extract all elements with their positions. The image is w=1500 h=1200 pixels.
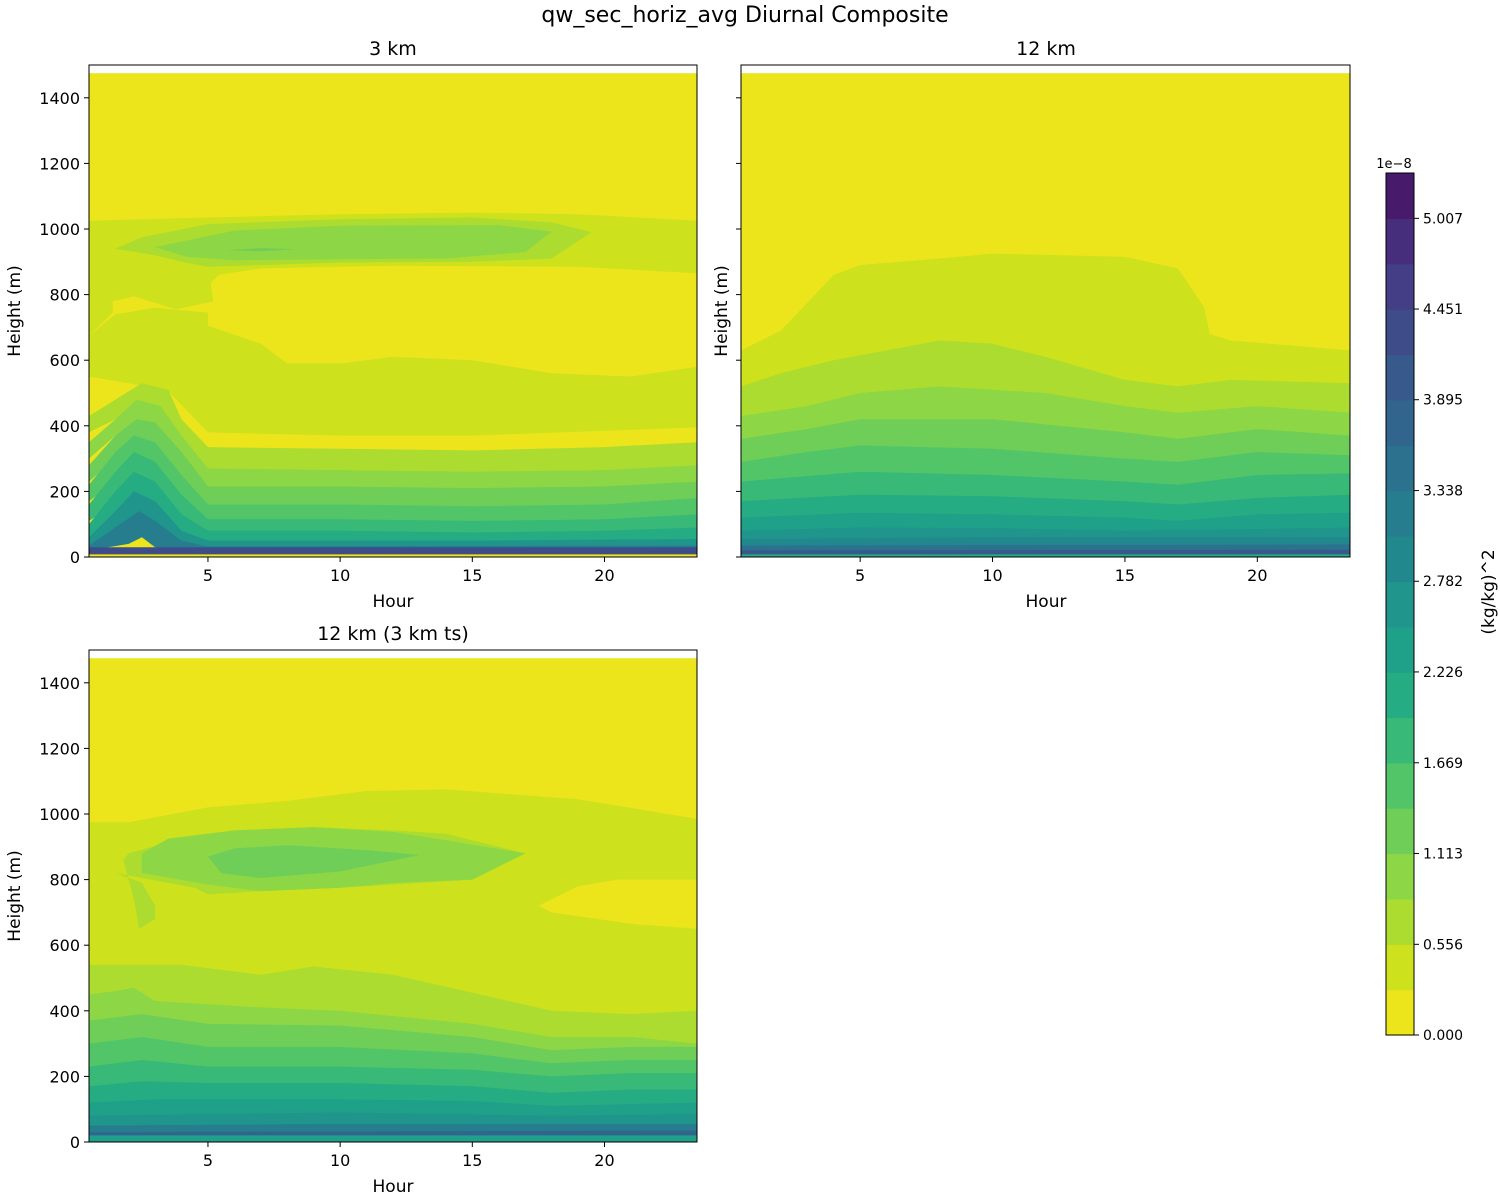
colorbar-segment	[1386, 672, 1414, 719]
contour-band-level-3	[155, 225, 552, 261]
y-tick-label: 800	[49, 871, 80, 890]
y-tick-label: 1200	[39, 154, 80, 173]
colorbar-segment	[1386, 535, 1414, 582]
y-tick-label: 400	[49, 1002, 80, 1021]
x-tick-label: 10	[330, 566, 350, 585]
y-axis-label: Height (m)	[712, 265, 732, 356]
y-tick-label: 1400	[39, 89, 80, 108]
y-tick-label: 400	[49, 417, 80, 436]
colorbar-segment	[1386, 898, 1414, 945]
colorbar-tick-label: 3.895	[1423, 393, 1463, 409]
contour-band-level-4	[208, 845, 420, 878]
colorbar-segment	[1386, 853, 1414, 900]
colorbar-tick-label: 2.226	[1423, 665, 1463, 681]
axes-frame	[88, 649, 698, 1143]
axes-frame	[88, 64, 698, 558]
contour-band-level-4	[89, 419, 697, 531]
x-tick-label: 15	[462, 1151, 482, 1170]
panel-title: 12 km	[1016, 38, 1076, 60]
contour-area	[89, 658, 697, 1142]
colorbar-segment	[1386, 944, 1414, 991]
y-tick-label: 600	[49, 936, 80, 955]
colorbar-tick-label: 2.782	[1423, 574, 1463, 590]
x-tick-label: 20	[594, 566, 614, 585]
contour-band-level-5	[89, 435, 697, 538]
x-tick-label: 10	[330, 1151, 350, 1170]
x-axis-label: Hour	[373, 1177, 414, 1197]
y-tick-label: 800	[49, 286, 80, 305]
colorbar-segment	[1386, 490, 1414, 537]
x-tick-label: 5	[855, 566, 865, 585]
colorbar-tick-label: 3.338	[1423, 484, 1463, 500]
colorbar-segment	[1386, 989, 1414, 1036]
x-axis-label: Hour	[1026, 592, 1067, 612]
colorbar-segment	[1386, 399, 1414, 446]
colorbar-frame	[1385, 172, 1415, 1036]
x-tick-label: 5	[203, 566, 213, 585]
x-tick-label: 5	[203, 1151, 213, 1170]
x-tick-label: 15	[1115, 566, 1135, 585]
colorbar-label: (kg/kg)^2	[1479, 549, 1499, 634]
colorbar-segment	[1386, 445, 1414, 492]
colorbar-segment	[1386, 626, 1414, 673]
colorbar-segment	[1386, 354, 1414, 401]
colorbar-segment	[1386, 808, 1414, 855]
y-tick-label: 0	[70, 1133, 80, 1152]
colorbar: 1e−8 (kg/kg)^2 0.000 0.556 1.113 1.669 2.226…	[1376, 157, 1499, 1044]
panel-title: 3 km	[369, 38, 417, 60]
y-tick-label: 1200	[39, 739, 80, 758]
y-tick-label: 1400	[39, 674, 80, 693]
colorbar-tick-label: 5.007	[1423, 211, 1463, 227]
colorbar-segment	[1386, 218, 1414, 265]
y-axis-label: Height (m)	[5, 850, 25, 941]
contour-band-level-4	[226, 248, 296, 252]
x-axis-label: Hour	[373, 592, 414, 612]
contour-band-level-11	[89, 511, 697, 551]
y-tick-label: 1000	[39, 220, 80, 239]
contour-band-level-6	[89, 452, 697, 543]
contour-band-level-8	[89, 1135, 697, 1142]
x-tick-label: 15	[462, 566, 482, 585]
colorbar-segment	[1386, 717, 1414, 764]
colorbar-tick-label: 1.669	[1423, 756, 1463, 772]
colorbar-tick-label: 0.556	[1423, 937, 1463, 953]
colorbar-offset-text: 1e−8	[1376, 157, 1411, 172]
contour-band-level-15	[89, 547, 697, 555]
colorbar-tick-label: 0.000	[1423, 1028, 1463, 1044]
contour-band-level-0	[538, 879, 697, 929]
y-tick-label: 0	[70, 548, 80, 567]
colorbar-segment	[1386, 309, 1414, 356]
contour-band-level-9	[89, 491, 697, 548]
contour-area	[89, 73, 697, 557]
colorbar-segment	[1386, 581, 1414, 628]
x-tick-label: 20	[594, 1151, 614, 1170]
colorbar-segment	[1386, 263, 1414, 310]
axes-frame	[740, 64, 1351, 558]
colorbar-segment	[1386, 762, 1414, 809]
y-tick-label: 200	[49, 482, 80, 501]
contour-area	[741, 73, 1350, 557]
y-tick-label: 600	[49, 351, 80, 370]
contour-band-level-1	[89, 307, 697, 436]
colorbar-segment	[1386, 173, 1414, 219]
y-axis-label: Height (m)	[5, 265, 25, 356]
panel-3km: 3 km Hour Height (m) 5 10 15 20020040060080…	[5, 38, 698, 612]
panel-title: 12 km (3 km ts)	[317, 623, 469, 645]
panel-12km: 12 km Hour Height (m) 5 10 15 20	[712, 38, 1351, 612]
colorbar-tick-label: 4.451	[1423, 302, 1463, 318]
panel-12km-3km-ts: 12 km (3 km ts) Hour Height (m) 5 10 15 200…	[5, 623, 698, 1197]
y-tick-label: 200	[49, 1067, 80, 1086]
contour-band-level-7	[89, 471, 697, 546]
colorbar-tick-label: 1.113	[1423, 846, 1463, 862]
x-tick-label: 10	[982, 566, 1002, 585]
x-tick-label: 20	[1247, 566, 1267, 585]
y-tick-label: 1000	[39, 805, 80, 824]
contour-band-level-7	[741, 554, 1350, 557]
figure-title: qw_sec_horiz_avg Diurnal Composite	[541, 3, 948, 28]
